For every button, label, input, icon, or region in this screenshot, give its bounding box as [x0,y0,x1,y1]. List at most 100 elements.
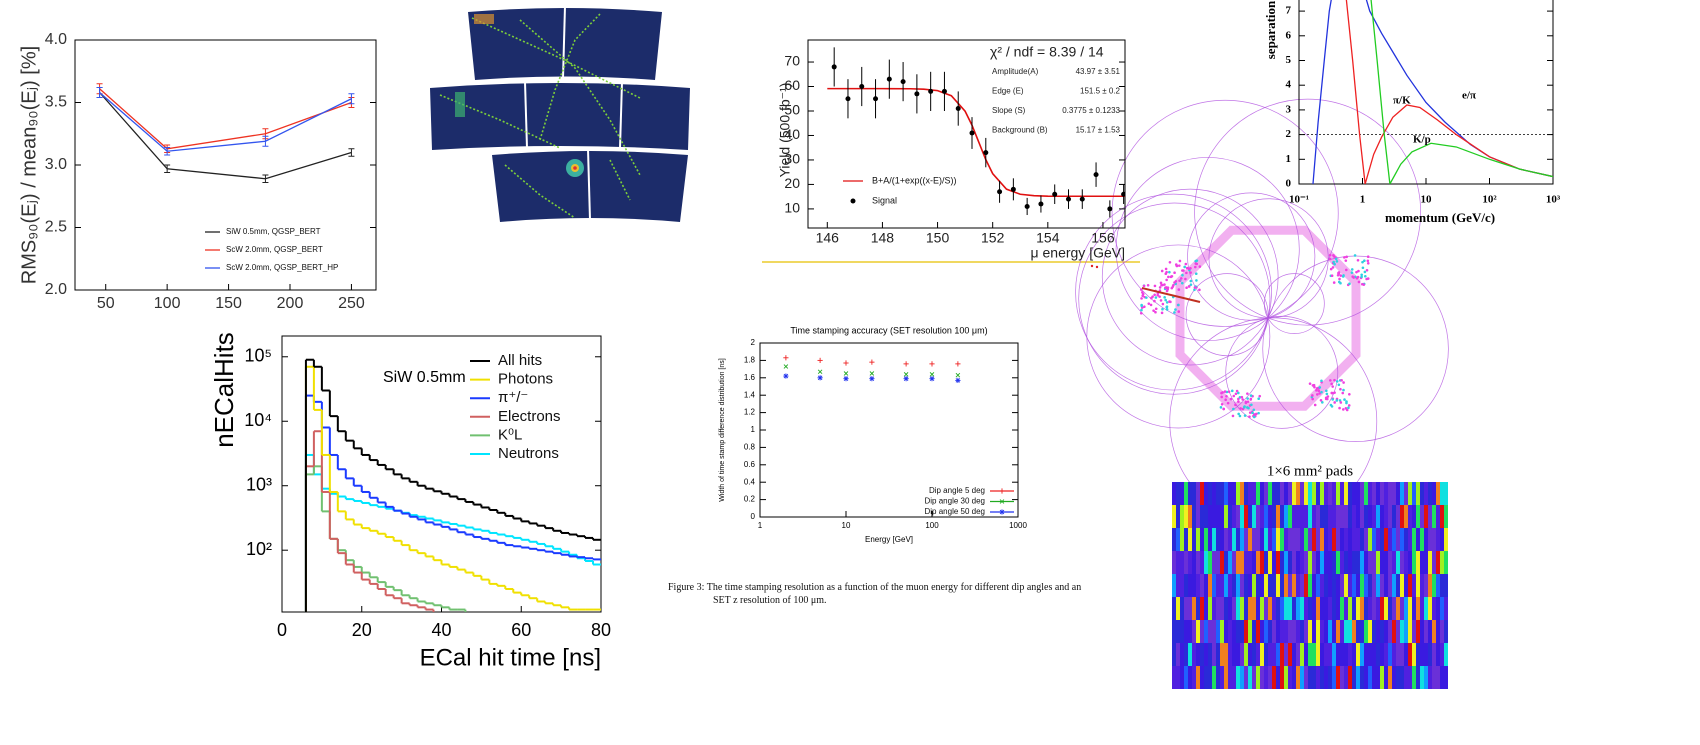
pad-cell [1336,643,1340,666]
calo-hit [1363,270,1367,274]
pad-cell [1284,597,1288,620]
pad-cell [1272,528,1276,551]
pad-cell [1296,551,1300,574]
histogram-riser [304,454,595,612]
legend-label: Dip angle 50 deg [925,507,986,516]
pad-cell [1244,482,1248,505]
x-tick-label: 1000 [1009,521,1027,530]
calo-hit [1168,260,1172,264]
pad-cell [1196,482,1200,505]
pad-cell [1400,643,1404,666]
x-tick-label: 154 [1036,230,1060,246]
marker [983,150,989,156]
pad-cell [1176,551,1180,574]
error-bar [348,148,355,157]
marker [1052,191,1058,197]
pad-cell [1228,505,1232,528]
pad-cell [1424,666,1428,689]
pad-cell [1304,574,1308,597]
y-tick-label: 2 [751,338,756,347]
calo-hit [1173,271,1176,275]
pad-cell [1236,528,1240,551]
pad-cell [1320,551,1324,574]
calo-hit [1179,277,1183,280]
pad-cell [1184,551,1188,574]
pad-cell [1172,597,1176,620]
pad-cell [1276,620,1280,643]
pad-cell [1348,528,1352,551]
pad-cell [1392,482,1396,505]
marker [914,91,920,97]
pad-cell [1172,551,1176,574]
pad-cell [1280,551,1284,574]
y-tick-label: 0.6 [744,460,756,469]
calo-hit [1330,382,1333,386]
track [471,17,641,99]
pad-cell [1340,620,1344,643]
pad-cell [1244,528,1248,551]
pad-cell [1300,620,1304,643]
calo-hit [1356,275,1360,279]
marker [869,359,875,365]
pad-cell [1224,597,1228,620]
x-tick-label: 80 [591,620,611,640]
calo-hit [1139,311,1143,315]
y-tick-label: 1.8 [744,356,756,365]
pad-cell [1292,597,1296,620]
pad-cell [1220,482,1224,505]
plot-area [1299,0,1553,185]
calo-hit [1365,277,1368,281]
calo-hit [1246,400,1250,403]
pad-cell [1360,643,1364,666]
pad-cell [1324,482,1328,505]
pad-cell [1404,597,1408,620]
calo-hit [1140,308,1143,312]
pad-cell [1404,643,1408,666]
calo-hit [1257,411,1260,415]
pad-cell [1360,482,1364,505]
y-tick-label: 1 [1286,153,1292,165]
marker [1093,172,1099,178]
marker [783,364,789,369]
pad-cell [1372,666,1376,689]
calo-hit [1170,274,1174,278]
calo-hit [1248,415,1251,419]
calo-hit [1345,400,1348,403]
pad-cell [1392,597,1396,620]
pad-cell [1312,551,1316,574]
calo-hit [1165,308,1169,311]
curve-label: K/p [1413,134,1431,146]
pad-cell [1300,528,1304,551]
pad-cell [1344,505,1348,528]
pad-cell [1200,528,1204,551]
detector-panel [430,83,690,150]
calo-hit [1348,282,1351,286]
pad-cell [1396,551,1400,574]
pad-cell [1280,643,1284,666]
pad-cell [1428,666,1432,689]
pad-cell [1204,574,1208,597]
y-tick-label: 10⁵ [245,346,272,366]
pad-cell [1236,574,1240,597]
pad-cell [1336,620,1340,643]
calo-hit [1331,266,1335,269]
pad-cell [1284,666,1288,689]
hit-cluster [573,166,577,170]
pad-cell [1176,505,1180,528]
x-tick-label: 146 [816,230,840,246]
pad-cell [1200,666,1204,689]
pad-cell [1320,643,1324,666]
pad-cell [1300,551,1304,574]
pad-cell [1332,505,1336,528]
legend-label: ScW 2.0mm, QGSP_BERT_HP [226,263,338,272]
pad-cell [1276,482,1280,505]
pad-cell [1324,666,1328,689]
marker [1079,196,1085,202]
legend-label: Photons [498,371,553,388]
pad-cell [1408,643,1412,666]
pad-cell [1204,666,1208,689]
pad-cell [1284,620,1288,643]
pad-cell [1300,482,1304,505]
calo-hit [1185,271,1188,275]
pad-cell [1260,574,1264,597]
